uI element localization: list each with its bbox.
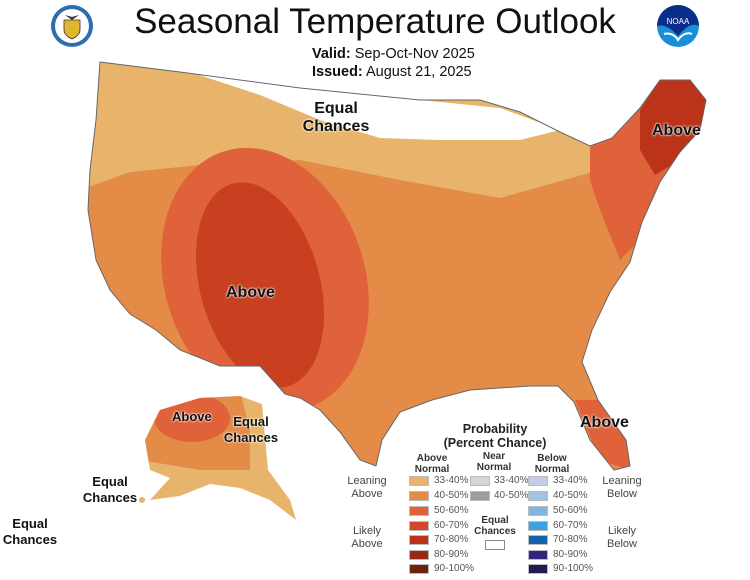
zone-70-80-northeast (640, 80, 706, 175)
zone-50-60-florida (575, 400, 630, 470)
legend-label-above: 60-70% (434, 520, 469, 531)
legend-col-below: Below Normal (534, 453, 570, 475)
legend-swatch-below (528, 564, 548, 574)
legend-leaning-above: Leaning Above (347, 475, 387, 500)
legend-label-below: 40-50% (553, 490, 588, 501)
legend-label-near: 33-40% (494, 475, 529, 486)
legend-swatch-above (409, 550, 429, 560)
label-hawaii-equal-chances: Equal Chances (2, 516, 58, 547)
legend-label-near: 40-50% (494, 490, 529, 501)
legend-label-below: 60-70% (553, 520, 588, 531)
legend-equal-chances: Equal Chances (474, 515, 516, 537)
legend-swatch-near (470, 476, 490, 486)
noaa-logo-text: NOAA (667, 17, 690, 26)
legend-title: Probability (Percent Chance) (430, 422, 560, 450)
valid-label: Valid: (312, 46, 351, 62)
label-southwest-above: Above (226, 284, 275, 301)
legend-title-text: Probability (462, 422, 528, 436)
legend-label-above: 80-90% (434, 549, 469, 560)
legend-swatch-below (528, 521, 548, 531)
legend-label-above: 50-60% (434, 505, 469, 516)
legend-swatch-near (470, 491, 490, 501)
legend-label-below: 50-60% (553, 505, 588, 516)
legend-label-above: 33-40% (434, 475, 469, 486)
noaa-logo: NOAA (657, 5, 699, 47)
legend-swatch-below (528, 476, 548, 486)
legend-label-below: 33-40% (553, 475, 588, 486)
commerce-seal-logo (51, 5, 93, 47)
label-alaska-equal-chances: Equal Chances (223, 414, 279, 445)
legend-likely-above: Likely Above (351, 525, 383, 550)
issued-value: August 21, 2025 (366, 64, 472, 80)
zone-equal-chances-north (190, 72, 560, 140)
label-alaska-above: Above (172, 409, 212, 424)
legend-swatch-above (409, 535, 429, 545)
legend-swatch-below (528, 535, 548, 545)
label-north-equal-chances: Equal Chances (302, 100, 370, 135)
legend-swatch-above (409, 491, 429, 501)
issued-label: Issued: (312, 64, 363, 80)
legend-swatch-below (528, 550, 548, 560)
legend-col-above: Above Normal (414, 453, 450, 475)
legend-subtitle: (Percent Chance) (443, 436, 547, 450)
legend-label-above: 90-100% (434, 563, 475, 574)
label-aleutian-equal-chances: Equal Chances (82, 474, 138, 505)
legend-col-near: Near Normal (476, 451, 512, 473)
legend-swatch-below (528, 506, 548, 516)
page-title: Seasonal Temperature Outlook (134, 2, 616, 41)
aleutian-islands (139, 497, 145, 503)
valid-line: Valid: Sep-Oct-Nov 2025 (312, 46, 475, 62)
legend-swatch-above (409, 476, 429, 486)
issued-line: Issued: August 21, 2025 (312, 64, 472, 80)
legend-label-above: 40-50% (434, 490, 469, 501)
legend-label-below: 90-100% (553, 563, 594, 574)
valid-value: Sep-Oct-Nov 2025 (354, 46, 475, 62)
legend-swatch-above (409, 521, 429, 531)
label-northeast-above: Above (652, 122, 701, 139)
legend-leaning-below: Leaning Below (602, 475, 642, 500)
legend-swatch-above (409, 564, 429, 574)
legend-swatch-equal-chances (485, 540, 505, 550)
zone-60-70-southwest (195, 182, 325, 388)
legend-label-below: 80-90% (553, 549, 588, 560)
legend-label-above: 70-80% (434, 534, 469, 545)
legend-swatch-below (528, 491, 548, 501)
legend-label-below: 70-80% (553, 534, 588, 545)
legend-likely-below: Likely Below (607, 525, 637, 550)
legend-swatch-above (409, 506, 429, 516)
alaska (145, 396, 296, 520)
label-florida-above: Above (580, 414, 629, 431)
